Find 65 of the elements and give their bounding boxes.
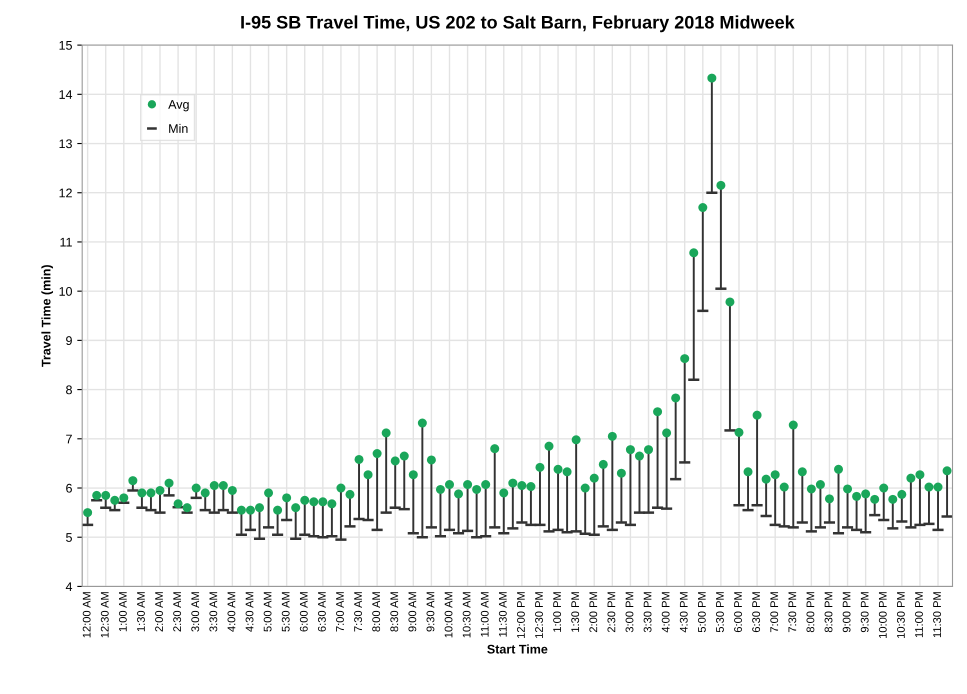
x-tick-label: 12:30 AM	[100, 592, 109, 638]
y-tick-label: 4	[66, 582, 72, 591]
chart-title: I-95 SB Travel Time, US 202 to Salt Barn, February 2018 Midweek	[241, 15, 795, 32]
x-tick-label: 3:30 AM	[209, 592, 218, 632]
x-tick-label: 1:00 PM	[553, 592, 562, 632]
x-tick-label: 1:30 PM	[571, 592, 580, 632]
x-tick-label: 6:00 AM	[300, 592, 308, 632]
y-tick-label: 9	[66, 336, 72, 346]
x-tick-label: 2:00 PM	[589, 592, 598, 632]
x-tick-label: 10:30 PM	[896, 592, 905, 638]
x-tick-label: 6:30 AM	[318, 592, 326, 632]
x-tick-label: 5:30 PM	[716, 592, 724, 632]
x-tick-label: 6:00 PM	[734, 592, 742, 632]
x-tick-label: 10:00 PM	[878, 592, 887, 638]
x-tick-label: 7:00 PM	[770, 592, 778, 632]
x-tick-label: 12:00 PM	[516, 592, 525, 638]
x-tick-label: 11:30 PM	[933, 592, 942, 638]
y-tick-label: 5	[66, 533, 72, 542]
x-axis-title: Start Time	[487, 644, 548, 654]
x-tick-label: 5:00 PM	[698, 592, 706, 632]
x-tick-label: 10:00 AM	[444, 592, 452, 638]
x-tick-label: 1:00 AM	[118, 592, 127, 632]
x-tick-label: 2:30 AM	[173, 592, 182, 632]
x-tick-label: 9:30 AM	[426, 592, 434, 632]
x-tick-label: 7:30 AM	[354, 592, 362, 632]
y-tick-label: 13	[60, 139, 72, 148]
x-tick-label: 2:30 PM	[607, 592, 616, 632]
x-tick-label: 10:30 AM	[462, 592, 471, 638]
x-tick-label: 7:30 PM	[788, 592, 796, 632]
x-tick-label: 8:30 PM	[824, 592, 832, 632]
y-tick-label: 11	[60, 238, 72, 246]
x-tick-label: 12:00 AM	[82, 592, 91, 638]
x-tick-label: 5:30 AM	[282, 592, 290, 632]
x-tick-label: 2:00 AM	[155, 592, 163, 632]
y-tick-label: 14	[60, 90, 72, 99]
x-tick-label: 8:00 PM	[806, 592, 814, 632]
x-tick-label: 9:30 PM	[860, 592, 869, 632]
x-tick-label: 11:30 AM	[498, 592, 507, 637]
x-tick-label: 4:30 PM	[680, 592, 688, 632]
x-tick-label: 4:30 AM	[246, 592, 254, 632]
x-tick-label: 3:30 PM	[644, 592, 652, 632]
x-tick-label: 7:00 AM	[336, 592, 344, 632]
legend-label: Avg	[168, 100, 189, 112]
annotation: Min	[169, 124, 188, 133]
x-tick-label: 3:00 AM	[191, 592, 200, 632]
x-tick-label: 11:00 AM	[480, 592, 489, 637]
x-tick-label: 4:00 AM	[227, 592, 236, 632]
x-tick-label: 8:00 AM	[372, 592, 380, 632]
x-tick-label: 11:00 PM	[915, 592, 923, 638]
y-tick-label: 10	[60, 286, 72, 296]
x-tick-label: 9:00 PM	[842, 592, 851, 632]
x-tick-label: 5:00 AM	[264, 592, 272, 632]
x-tick-label: 12:30 PM	[535, 592, 543, 638]
x-tick-label: 6:30 PM	[752, 592, 760, 632]
x-tick-label: 3:00 PM	[626, 592, 634, 632]
y-tick-label: 6	[66, 484, 72, 493]
y-axis-title: Travel Time (min)	[41, 265, 54, 367]
y-tick-label: 15	[60, 41, 72, 50]
x-tick-label: 4:00 PM	[662, 592, 670, 632]
y-tick-label: 7	[66, 434, 72, 444]
y-tick-label: 8	[66, 385, 72, 394]
x-tick-label: 9:00 AM	[408, 592, 416, 632]
y-tick-label: 12	[60, 188, 72, 198]
x-tick-label: 1:30 AM	[137, 592, 145, 632]
x-tick-label: 8:30 AM	[390, 592, 398, 632]
